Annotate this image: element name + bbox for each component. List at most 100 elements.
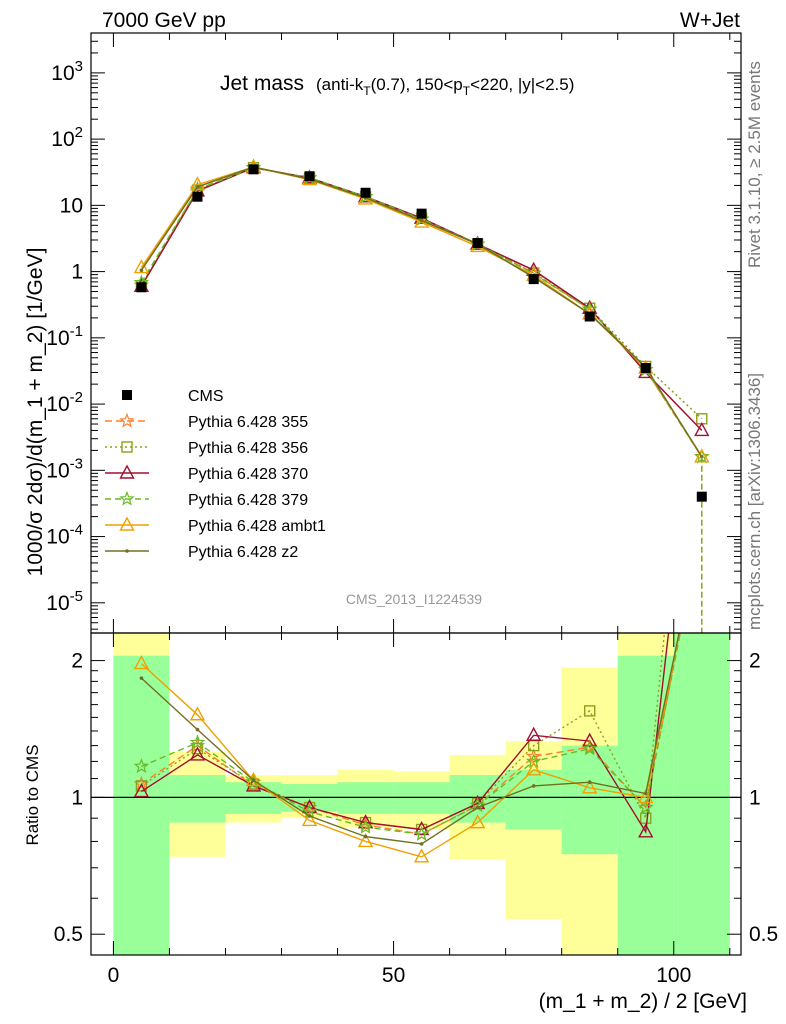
data-point-0 xyxy=(136,282,147,293)
legend-entry-2: Pythia 6.428 370 xyxy=(105,464,308,483)
legend-entry-data: CMS xyxy=(122,388,224,405)
y-tick-label: 10-1 xyxy=(46,323,83,350)
y-tick-label: 103 xyxy=(51,58,83,85)
series-line-2 xyxy=(140,166,703,431)
ratio-point-5-2 xyxy=(251,778,256,783)
ratio-tick-label-right: 1 xyxy=(749,786,761,809)
ratio-point-4-4 xyxy=(357,832,374,848)
ratio-line-2 xyxy=(141,633,670,834)
y-tick-label: 10-3 xyxy=(46,455,83,482)
ratio-tick-label-right: 2 xyxy=(749,650,761,673)
series-point-4-5 xyxy=(413,213,430,228)
legend-marker-0 xyxy=(119,412,135,428)
y-tick-label: 10-4 xyxy=(46,522,83,549)
ratio-point-2-9 xyxy=(638,823,654,838)
data-point-3 xyxy=(304,171,315,182)
band-inner-0 xyxy=(113,655,170,955)
legend-label-3: Pythia 6.428 379 xyxy=(188,492,308,509)
ratio-point-4-6 xyxy=(469,814,486,829)
ratio-point-2-1 xyxy=(189,746,206,761)
legend: CMS Pythia 6.428 355 Pythia 6.428 356 Pythi… xyxy=(105,388,326,561)
ratio-line-1 xyxy=(141,633,666,831)
ratio-tick-label: 2 xyxy=(71,650,83,673)
legend-marker-1 xyxy=(121,441,133,453)
band-inner-8 xyxy=(561,745,618,855)
data-point-8 xyxy=(584,311,595,322)
series-line-1 xyxy=(140,166,703,420)
x-axis-label: (m_1 + m_2) / 2 [GeV] xyxy=(539,990,747,1013)
title-text: Jet mass xyxy=(220,72,304,95)
legend-marker-5 xyxy=(125,549,129,553)
ratio-point-5-3 xyxy=(307,814,312,818)
ratio-point-2-7 xyxy=(525,726,542,741)
band-inner-4 xyxy=(337,782,394,814)
legend-label-data: CMS xyxy=(188,388,224,405)
ratio-point-5-0 xyxy=(139,676,144,680)
ratio-point-0-8 xyxy=(581,738,598,754)
data-point-9 xyxy=(640,363,651,374)
band-inner-10 xyxy=(673,633,730,955)
band-inner-1 xyxy=(169,775,226,823)
ratio-line-4 xyxy=(140,633,681,858)
ratio-point-1-1 xyxy=(191,742,204,755)
series-point-4-1 xyxy=(189,176,206,191)
data-point-4 xyxy=(360,187,371,198)
data-point-6 xyxy=(472,238,483,249)
ratio-point-2-8 xyxy=(582,732,598,747)
ratio-point-4-5 xyxy=(413,848,430,863)
legend-label-4: Pythia 6.428 ambt1 xyxy=(188,518,326,535)
ratio-axis-label: Ratio to CMS xyxy=(23,744,42,845)
plot-title: Jet mass (anti-kT(0.7), 150<pT<220, |y|<2… xyxy=(220,72,574,98)
ratio-point-1-9 xyxy=(640,812,652,824)
band-inner-5 xyxy=(393,782,450,814)
series-point-5-0 xyxy=(139,268,144,272)
y-tick-label: 102 xyxy=(51,124,83,151)
x-tick-label: 50 xyxy=(382,964,405,987)
legend-label-5: Pythia 6.428 z2 xyxy=(188,544,298,561)
band-inner-2 xyxy=(225,782,282,814)
ratio-frame xyxy=(90,632,742,956)
ratio-panel xyxy=(91,633,741,955)
legend-entry-4: Pythia 6.428 ambt1 xyxy=(105,516,326,535)
band-inner-7 xyxy=(505,769,562,830)
ratio-point-3-9 xyxy=(638,799,654,815)
data-point-2 xyxy=(248,164,259,175)
series-point-2-10 xyxy=(694,421,710,437)
series-point-5-1 xyxy=(195,185,200,189)
main-frame xyxy=(90,32,742,634)
ratio-tick-label: 1 xyxy=(71,786,83,809)
ratio-tick-label-right: 0.5 xyxy=(749,923,778,946)
ratio-point-3-5 xyxy=(413,826,430,841)
legend-marker-4 xyxy=(119,516,135,531)
subtitle-text: (anti-kT(0.7), 150<pT<220, |y|<2.5) xyxy=(316,75,574,98)
ratio-point-4-0 xyxy=(133,655,150,670)
main-panel xyxy=(133,158,710,633)
mcplots-label: mcplots.cern.ch [arXiv:1306.3436] xyxy=(745,373,764,630)
x-tick-label: 0 xyxy=(108,964,120,987)
analysis-id-label: CMS_2013_I1224539 xyxy=(346,591,482,607)
legend-entry-5: Pythia 6.428 z2 xyxy=(105,544,298,561)
ratio-point-4-3 xyxy=(301,811,318,827)
legend-label-2: Pythia 6.428 370 xyxy=(188,466,308,483)
ratio-point-5-6 xyxy=(475,805,480,810)
legend-entry-0: Pythia 6.428 355 xyxy=(105,412,308,431)
ratio-point-5-9 xyxy=(643,791,648,796)
y-tick-label: 10-5 xyxy=(46,588,83,615)
ratio-point-1-8 xyxy=(584,705,596,717)
ratio-point-3-8 xyxy=(581,740,598,756)
ratio-point-4-8 xyxy=(582,779,598,794)
legend-entry-1: Pythia 6.428 356 xyxy=(105,440,308,457)
legend-marker-3 xyxy=(119,490,135,506)
y-tick-label: 10 xyxy=(60,194,83,217)
y-tick-label: 1 xyxy=(71,261,83,284)
ratio-point-5-4 xyxy=(363,834,368,839)
ratio-point-4-2 xyxy=(245,771,262,787)
ratio-point-2-0 xyxy=(133,783,150,798)
energy-label: 7000 GeV pp xyxy=(102,9,226,32)
data-point-7 xyxy=(528,274,539,285)
ratio-point-2-5 xyxy=(413,821,430,836)
data-point-5 xyxy=(416,208,427,219)
legend-marker-2 xyxy=(119,464,135,479)
